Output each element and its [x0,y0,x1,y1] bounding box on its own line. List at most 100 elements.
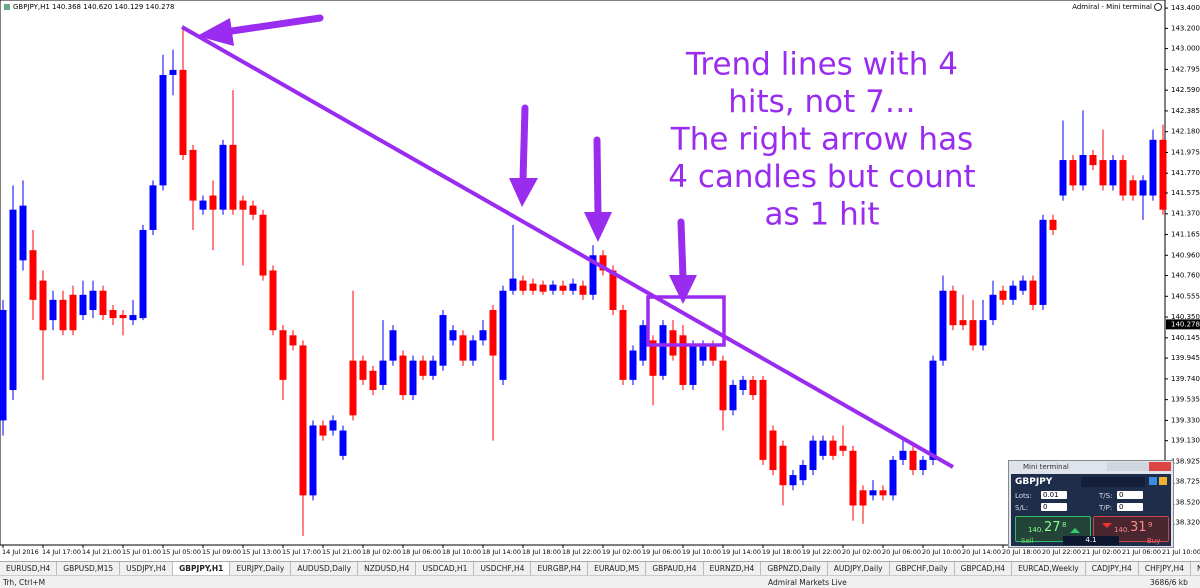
x-tick-label: 18 Jul 14:00 [482,548,521,556]
x-tick-label: 20 Jul 10:00 [922,548,961,556]
candle-body [1129,180,1137,196]
candle-body [479,330,487,341]
candle-body [899,450,907,460]
x-tick-label: 15 Jul 05:00 [162,548,201,556]
x-tick-label: 18 Jul 18:00 [522,548,561,556]
chart-tab[interactable]: EURGBP,H4 [531,562,589,575]
favorite-button[interactable] [1159,477,1167,485]
chart-tab[interactable]: CADJPY,H4 [1086,562,1139,575]
chart-tab[interactable]: USDJPY,H4 [120,562,174,575]
annotation-line: 4 candles but count [668,159,975,195]
volume-field[interactable]: 4.1 [1063,536,1119,545]
symbol-field[interactable] [1081,477,1145,487]
trend-line [181,25,954,469]
chart-tab[interactable]: GBPCHF,Daily [890,562,955,575]
candle-body [369,370,377,391]
candle-body [289,335,297,346]
y-tick-label: 142.590 [1171,86,1200,94]
y-tick-label: 140.145 [1171,334,1200,342]
y-tick-label: 138.520 [1171,498,1200,506]
chart-tab[interactable]: EURNZD,H4 [704,562,762,575]
candle-body [599,255,607,271]
candle-body [99,290,107,316]
candle-body [859,490,867,506]
chart-tab[interactable]: NZDJPY,H4 [1191,562,1200,575]
chart-tab[interactable]: GBPNZD,Daily [761,562,828,575]
candle-body [1079,154,1087,186]
x-tick-label: 15 Jul 13:00 [242,548,281,556]
candle-body [689,345,697,385]
y-tick-label: 140.555 [1171,292,1200,300]
y-tick-label: 141.165 [1171,231,1200,239]
x-tick-label: 19 Jul 18:00 [762,548,801,556]
candle-body [999,290,1007,300]
status-text: Trh, Ctrl+M [3,578,46,587]
chart-tab[interactable]: EURCAD,Weekly [1012,562,1086,575]
candle-body [149,185,157,230]
sl-input[interactable]: 0 [1041,503,1067,511]
x-tick-label: 18 Jul 22:00 [562,548,601,556]
candle-body [819,440,827,456]
candle-body [1009,285,1017,300]
chart-tab[interactable]: CHFJPY,H4 [1139,562,1191,575]
candle-body [419,360,427,376]
candle-body [939,290,947,361]
candle-body [159,74,167,186]
candle-body [359,360,367,380]
mini-terminal[interactable]: Mini terminal GBPJPY Lots: 0.01 T/S: 0 S… [1008,460,1174,548]
tp-input[interactable]: 0 [1117,503,1143,511]
x-tick-label: 15 Jul 09:00 [202,548,241,556]
candle-body [79,294,87,316]
y-tick-label: 140.760 [1171,272,1200,280]
candle-body [629,350,637,380]
field-label: Lots: [1015,492,1032,500]
candle-body [959,320,967,326]
chart-tab[interactable]: EURJPY,Daily [230,562,292,575]
candle-body [499,290,507,380]
candle-body [259,214,267,276]
highlight-box [646,295,726,347]
candle-body [1069,160,1077,186]
chart-tab[interactable]: EURAUD,M5 [588,562,647,575]
window-buttons[interactable] [1107,462,1171,471]
x-tick-label: 21 Jul 06:00 [1122,548,1161,556]
candle-body [209,195,217,210]
candle-body [439,315,447,366]
candle-body [909,450,917,471]
candle-body [269,270,277,331]
chart-tab[interactable]: USDCHF,H4 [474,562,532,575]
candle-body [309,425,317,496]
candle-body [449,330,457,341]
ts-input[interactable]: 0 [1117,491,1143,499]
settings-button[interactable] [1149,477,1157,485]
chart-tab[interactable]: USDCAD,H1 [416,562,475,575]
buy-price: 9 [1148,521,1153,529]
candle-body [639,325,647,361]
arrow [593,136,602,219]
chart-tab[interactable]: AUDJPY,Daily [828,562,890,575]
lots-input[interactable]: 0.01 [1041,491,1067,499]
candle-body [739,379,747,391]
chart-tab[interactable]: GBPJPY,H1 [173,562,231,575]
chart-tab[interactable]: GBPCAD,H4 [955,562,1013,575]
chart-tab[interactable]: AUDUSD,Daily [291,562,359,575]
candle-body [719,360,727,411]
candle-body [1089,154,1097,166]
x-tick-label: 19 Jul 22:00 [802,548,841,556]
candle-body [39,280,47,331]
candle-body [839,445,847,451]
chart-tab[interactable]: NZDUSD,H4 [358,562,417,575]
candle-body [1059,160,1067,196]
candle-body [849,450,857,506]
chart-tab[interactable]: GBPUSD,M15 [57,562,121,575]
chart-tab[interactable]: GBPAUD,H4 [646,562,704,575]
buy-price: 31 [1130,520,1147,535]
chart-tab[interactable]: EURUSD,H4 [0,562,58,575]
candle-body [1019,280,1027,291]
chart-icon [4,4,10,10]
y-tick-label: 139.330 [1171,416,1200,424]
terminal-body: GBPJPY Lots: 0.01 T/S: 0 S/L: 0 T/P: 0 1… [1011,474,1171,546]
candle-body [509,278,517,291]
candle-body [279,330,287,380]
